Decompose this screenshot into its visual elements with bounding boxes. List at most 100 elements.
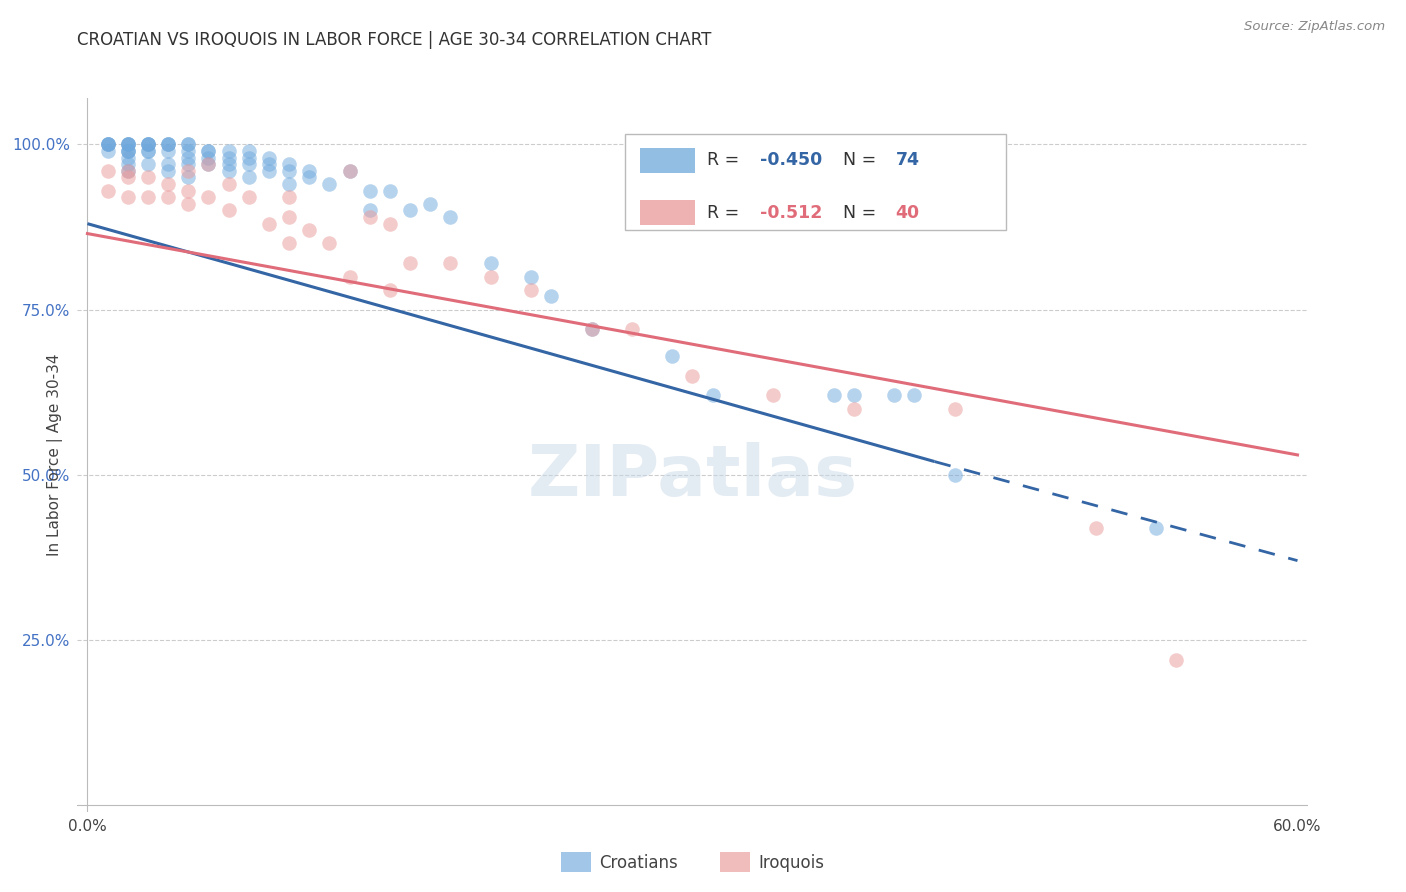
Point: [823, 388, 845, 402]
Point: [278, 177, 301, 191]
Point: [520, 269, 543, 284]
Point: [620, 322, 643, 336]
Point: [1144, 520, 1167, 534]
Point: [399, 256, 422, 270]
Point: [943, 401, 966, 416]
Point: [439, 256, 461, 270]
Point: [479, 269, 502, 284]
Text: -0.450: -0.450: [761, 152, 823, 169]
Point: [177, 170, 200, 185]
Point: [318, 177, 340, 191]
Point: [197, 157, 219, 171]
Point: [943, 467, 966, 482]
Point: [117, 137, 139, 152]
Point: [136, 157, 159, 171]
Point: [177, 157, 200, 171]
Point: [238, 190, 260, 204]
Point: [278, 163, 301, 178]
Point: [298, 170, 321, 185]
Point: [136, 170, 159, 185]
Point: [883, 388, 905, 402]
Point: [238, 170, 260, 185]
Point: [257, 157, 280, 171]
Point: [97, 137, 120, 152]
Point: [339, 163, 361, 178]
Point: [540, 289, 562, 303]
Point: [117, 137, 139, 152]
Point: [157, 137, 180, 152]
Point: [197, 157, 219, 171]
Point: [117, 144, 139, 158]
Point: [378, 283, 401, 297]
Point: [136, 144, 159, 158]
Point: [117, 151, 139, 165]
Point: [479, 256, 502, 270]
Point: [682, 368, 704, 383]
Point: [97, 163, 120, 178]
Point: [339, 269, 361, 284]
Point: [136, 137, 159, 152]
Point: [117, 163, 139, 178]
Bar: [640, 200, 695, 225]
Point: [218, 177, 240, 191]
Point: [177, 137, 200, 152]
Point: [117, 157, 139, 171]
Point: [842, 388, 865, 402]
Text: R =: R =: [707, 203, 745, 221]
Point: [520, 283, 543, 297]
Point: [117, 163, 139, 178]
Point: [197, 151, 219, 165]
Point: [157, 137, 180, 152]
Point: [157, 144, 180, 158]
Point: [257, 151, 280, 165]
Point: [157, 157, 180, 171]
Point: [278, 210, 301, 224]
Point: [136, 137, 159, 152]
Legend: Croatians, Iroquois: Croatians, Iroquois: [554, 846, 831, 879]
Text: R =: R =: [707, 152, 745, 169]
Point: [238, 151, 260, 165]
Point: [117, 144, 139, 158]
Point: [97, 144, 120, 158]
Point: [197, 144, 219, 158]
Point: [359, 184, 381, 198]
Point: [842, 401, 865, 416]
Point: [97, 137, 120, 152]
Point: [218, 203, 240, 218]
Point: [1166, 653, 1188, 667]
Point: [581, 322, 603, 336]
Point: [218, 144, 240, 158]
Point: [177, 144, 200, 158]
Point: [157, 137, 180, 152]
Text: -0.512: -0.512: [761, 203, 823, 221]
Point: [177, 163, 200, 178]
Point: [97, 137, 120, 152]
Point: [177, 151, 200, 165]
Point: [238, 157, 260, 171]
Point: [439, 210, 461, 224]
Point: [218, 157, 240, 171]
Point: [197, 190, 219, 204]
Point: [419, 197, 441, 211]
Point: [97, 137, 120, 152]
Point: [298, 223, 321, 237]
Text: N =: N =: [842, 203, 876, 221]
Text: 74: 74: [896, 152, 920, 169]
Point: [177, 184, 200, 198]
Point: [378, 184, 401, 198]
Point: [117, 190, 139, 204]
Point: [218, 163, 240, 178]
Point: [117, 137, 139, 152]
Point: [136, 144, 159, 158]
Point: [238, 144, 260, 158]
Point: [257, 163, 280, 178]
Point: [318, 236, 340, 251]
Point: [903, 388, 925, 402]
Point: [136, 137, 159, 152]
Point: [399, 203, 422, 218]
Point: [359, 210, 381, 224]
Point: [177, 197, 200, 211]
Point: [1084, 520, 1107, 534]
Point: [136, 190, 159, 204]
Point: [157, 177, 180, 191]
